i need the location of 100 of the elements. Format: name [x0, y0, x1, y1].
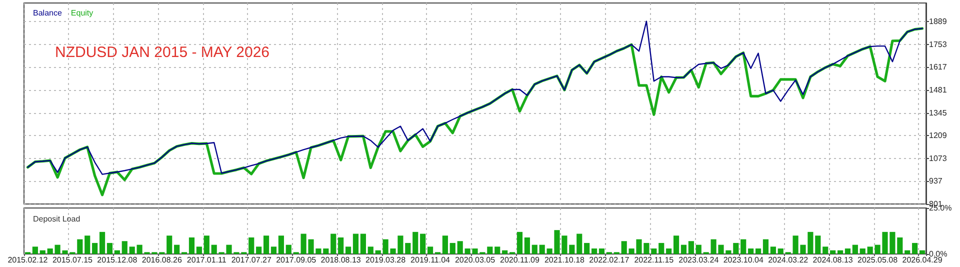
bar	[47, 248, 53, 254]
bar	[248, 237, 254, 254]
x-tick-label: 2017.07.27	[231, 256, 272, 264]
bar	[338, 237, 344, 254]
x-tick-label: 2017.09.05	[276, 256, 317, 264]
bar	[837, 250, 844, 254]
bar	[278, 236, 284, 254]
y-tick-label: 1073	[929, 154, 948, 163]
bar	[106, 242, 113, 254]
x-tick-label: 2026.04.29	[902, 256, 943, 264]
x-tick-label: 2022.02.17	[589, 256, 630, 264]
bar	[40, 250, 46, 254]
y-tick-label: 1617	[929, 62, 948, 72]
x-tick-label: 2020.03.05	[454, 256, 496, 264]
bar	[532, 244, 538, 254]
x-tick-label: 2024.03.22	[768, 256, 809, 264]
y-tick-label: 1209	[929, 131, 948, 140]
x-tick-label: 2017.01.11	[186, 256, 227, 264]
x-tick-label: 2016.08.26	[142, 256, 182, 264]
bar	[457, 241, 463, 254]
bar	[576, 234, 582, 254]
bar	[352, 234, 359, 254]
bar	[516, 232, 523, 254]
bar	[740, 239, 746, 254]
bar	[427, 246, 434, 254]
bar	[591, 248, 598, 254]
bar	[114, 250, 120, 254]
bar	[368, 246, 374, 254]
bar	[256, 246, 262, 254]
bar	[852, 244, 858, 254]
bar	[270, 246, 277, 254]
text: Equity	[70, 8, 94, 18]
y-tick-label: 1345	[929, 108, 948, 118]
y-tick-label: 1753	[929, 40, 948, 49]
bar	[502, 250, 508, 254]
bar	[204, 236, 210, 254]
x-tick-label: 2020.11.09	[500, 256, 540, 264]
bar	[696, 244, 702, 254]
bar	[166, 236, 172, 254]
bar	[680, 244, 687, 254]
x-tick-label: 2019.03.28	[366, 256, 406, 264]
bar	[778, 248, 784, 254]
bar	[92, 242, 98, 254]
x-tick-label: 2015.02.12	[8, 256, 48, 264]
bar	[755, 248, 762, 254]
bar	[658, 242, 664, 254]
bar	[286, 244, 292, 254]
bar	[919, 250, 926, 254]
bar	[122, 241, 128, 254]
x-tick-label: 2025.05.08	[858, 256, 898, 264]
bar	[598, 248, 605, 254]
bar	[442, 236, 448, 254]
annotation: NZDUSD JAN 2015 - MAY 2026	[55, 44, 270, 61]
x-tick-label: 2015.12.08	[97, 256, 138, 264]
bar	[196, 246, 202, 254]
bar	[524, 237, 530, 254]
bar	[84, 236, 90, 254]
x-tick-label: 2022.11.15	[634, 256, 674, 264]
bar	[673, 236, 680, 254]
bar	[912, 242, 918, 254]
bar	[860, 248, 866, 254]
x-tick-label: 2023.10.04	[723, 256, 764, 264]
bar	[32, 246, 38, 254]
x-tick-label: 2015.07.15	[52, 256, 94, 264]
line-series	[27, 20, 923, 175]
bar	[263, 236, 270, 254]
bar	[762, 239, 769, 254]
text: Deposit Load	[33, 214, 80, 224]
bar	[904, 250, 910, 254]
bar	[666, 248, 672, 254]
bar	[494, 246, 500, 254]
bar	[584, 242, 590, 254]
y-tick-label: 1481	[929, 86, 948, 95]
bar	[450, 242, 456, 254]
x-tick-label: 2021.10.18	[544, 256, 586, 264]
y-tick-label: 1889	[929, 17, 948, 26]
bar	[188, 237, 195, 254]
bar	[621, 241, 627, 254]
bar	[129, 246, 135, 254]
bar	[822, 246, 828, 254]
bar	[375, 250, 381, 254]
bar	[748, 248, 754, 254]
bar	[420, 234, 426, 254]
bar	[867, 246, 873, 254]
y-tick-label: 0.0%	[929, 250, 948, 258]
bar	[99, 232, 106, 254]
bar	[211, 244, 217, 254]
bar	[360, 234, 366, 254]
bar	[830, 250, 836, 254]
bar	[345, 246, 352, 254]
y-tick-label: 937	[929, 176, 943, 186]
bar	[412, 232, 418, 254]
bar	[844, 248, 851, 254]
x-tick-label: 2024.08.13	[812, 256, 854, 264]
x-tick-label: 2023.03.24	[678, 256, 720, 264]
bar	[688, 241, 694, 254]
bar	[770, 246, 776, 254]
text: Balance	[33, 8, 62, 18]
bar	[174, 244, 180, 254]
bar	[539, 244, 545, 254]
